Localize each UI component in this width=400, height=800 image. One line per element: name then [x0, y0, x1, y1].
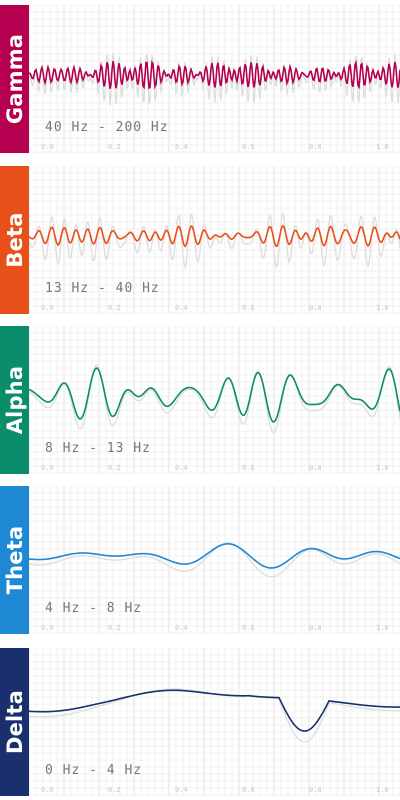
band-waveform — [29, 224, 400, 248]
band-label-bar: Alpha — [0, 326, 29, 474]
frequency-range-label: 0 Hz - 4 Hz — [45, 763, 143, 778]
axis-tick-label: 0.2 — [108, 464, 121, 472]
band-waveform — [29, 543, 400, 569]
axis-tick-label: 0.8 — [309, 304, 322, 312]
band-alpha: Alpha 0.0 0.2 0.4 0.6 0.8 1.0 8 Hz - 13 Hz — [0, 326, 400, 474]
waveform-plot: 0.0 0.2 0.4 0.6 0.8 1.0 — [29, 166, 400, 314]
waveform-plot: 0.0 0.2 0.4 0.6 0.8 1.0 — [29, 5, 400, 153]
frequency-range-label: 4 Hz - 8 Hz — [45, 601, 143, 616]
band-waveform — [29, 689, 400, 732]
axis-tick-label: 1.0 — [376, 464, 389, 472]
band-delta: Delta 0.0 0.2 0.4 0.6 0.8 1.0 0 Hz - 4 Hz — [0, 648, 400, 796]
axis-tick-label: 1.0 — [376, 786, 389, 794]
waveform-plot: 0.0 0.2 0.4 0.6 0.8 1.0 — [29, 326, 400, 474]
frequency-range-label: 8 Hz - 13 Hz — [45, 441, 151, 456]
waveform-svg: 0.0 0.2 0.4 0.6 0.8 1.0 — [29, 326, 400, 474]
band-beta: Beta 0.0 0.2 0.4 0.6 0.8 1.0 13 Hz - 40 Hz — [0, 166, 400, 314]
axis-tick-label: 0.8 — [309, 143, 322, 151]
band-gamma: Gamma 0.0 0.2 0.4 0.6 0.8 1.0 40 Hz - 200 Hz — [0, 5, 400, 153]
axis-tick-label: 0.6 — [242, 304, 255, 312]
axis-tick-label: 0.2 — [108, 786, 121, 794]
axis-tick-label: 0.0 — [41, 786, 54, 794]
band-name: Theta — [2, 525, 27, 595]
axis-tick-label: 0.4 — [175, 304, 188, 312]
reference-waveform — [29, 52, 400, 106]
axis-tick-label: 0.6 — [242, 464, 255, 472]
reference-waveform — [29, 211, 400, 270]
axis-tick-label: 0.2 — [108, 143, 121, 151]
axis-tick-label: 0.6 — [242, 624, 255, 632]
waveform-svg: 0.0 0.2 0.4 0.6 0.8 1.0 — [29, 5, 400, 153]
axis-tick-label: 0.6 — [242, 143, 255, 151]
band-name: Delta — [2, 689, 27, 755]
waveform-plot: 0.0 0.2 0.4 0.6 0.8 1.0 — [29, 486, 400, 634]
axis-tick-label: 0.4 — [175, 624, 188, 632]
band-name: Gamma — [2, 33, 27, 125]
band-label-bar: Gamma — [0, 5, 29, 153]
frequency-range-label: 13 Hz - 40 Hz — [45, 281, 160, 296]
band-name: Alpha — [2, 365, 27, 435]
axis-tick-label: 0.0 — [41, 624, 54, 632]
axis-tick-label: 0.2 — [108, 624, 121, 632]
axis-tick-label: 0.0 — [41, 143, 54, 151]
axis-tick-label: 0.4 — [175, 464, 188, 472]
band-theta: Theta 0.0 0.2 0.4 0.6 0.8 1.0 4 Hz - 8 Hz — [0, 486, 400, 634]
axis-tick-label: 0.4 — [175, 143, 188, 151]
axis-tick-label: 0.0 — [41, 464, 54, 472]
axis-tick-label: 1.0 — [376, 143, 389, 151]
band-waveform — [29, 367, 400, 423]
frequency-range-label: 40 Hz - 200 Hz — [45, 120, 169, 135]
axis-tick-label: 0.8 — [309, 786, 322, 794]
axis-tick-label: 0.8 — [309, 464, 322, 472]
waveform-svg: 0.0 0.2 0.4 0.6 0.8 1.0 — [29, 648, 400, 796]
axis-tick-label: 1.0 — [376, 624, 389, 632]
axis-tick-label: 0.2 — [108, 304, 121, 312]
axis-tick-label: 1.0 — [376, 304, 389, 312]
axis-tick-label: 0.4 — [175, 786, 188, 794]
band-waveform — [29, 59, 400, 90]
waveform-svg: 0.0 0.2 0.4 0.6 0.8 1.0 — [29, 486, 400, 634]
waveform-svg: 0.0 0.2 0.4 0.6 0.8 1.0 — [29, 166, 400, 314]
reference-waveform — [29, 542, 400, 578]
axis-tick-label: 0.6 — [242, 786, 255, 794]
band-name: Beta — [2, 212, 27, 268]
band-label-bar: Theta — [0, 486, 29, 634]
band-label-bar: Delta — [0, 648, 29, 796]
waveform-plot: 0.0 0.2 0.4 0.6 0.8 1.0 — [29, 648, 400, 796]
band-label-bar: Beta — [0, 166, 29, 314]
axis-tick-label: 0.0 — [41, 304, 54, 312]
axis-tick-label: 0.8 — [309, 624, 322, 632]
